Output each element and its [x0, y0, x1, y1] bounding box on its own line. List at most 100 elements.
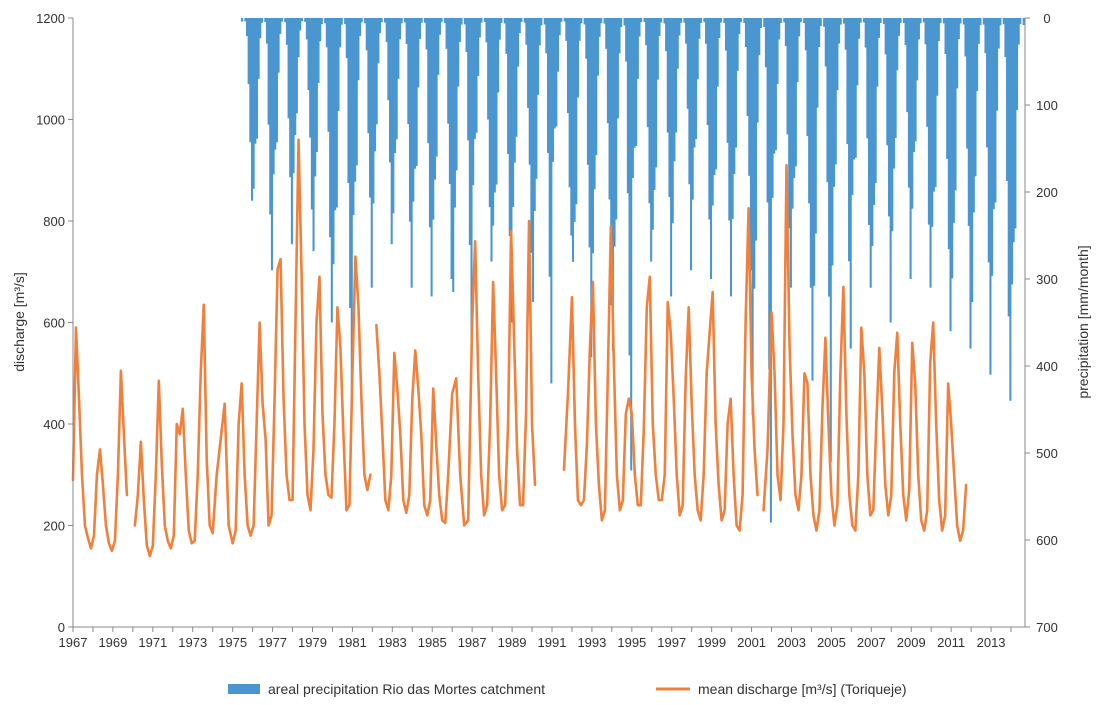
- precip-bar: [270, 18, 273, 271]
- precip-bar: [545, 18, 548, 54]
- precip-bar: [954, 18, 957, 191]
- precip-bar: [364, 18, 367, 24]
- precip-bar: [651, 18, 654, 230]
- precip-bar: [866, 18, 869, 139]
- precip-bar: [683, 18, 686, 23]
- precip-bar: [287, 18, 290, 119]
- precip-bar: [793, 18, 796, 179]
- right-tick-label: 100: [1036, 98, 1058, 113]
- precip-bar: [947, 18, 950, 250]
- precip-bar: [292, 18, 295, 174]
- precip-bar: [510, 18, 513, 323]
- precip-bar: [951, 18, 954, 279]
- precip-bar: [670, 18, 673, 297]
- precip-bar: [420, 18, 423, 23]
- precip-bar: [324, 18, 327, 24]
- precip-bar: [628, 18, 631, 356]
- precip-bar: [653, 18, 656, 190]
- precip-bar: [831, 18, 834, 266]
- precip-bar: [853, 18, 856, 160]
- precip-bar: [1007, 18, 1010, 317]
- precip-bar: [527, 18, 530, 108]
- precip-bar: [809, 18, 812, 288]
- precip-bar: [776, 18, 779, 85]
- precip-bar: [438, 18, 441, 35]
- precip-bar: [974, 18, 977, 177]
- precip-bar: [833, 18, 836, 187]
- precip-bar: [739, 18, 742, 23]
- precip-bar: [487, 18, 490, 120]
- precip-bar: [665, 18, 668, 52]
- left-tick-label: 400: [43, 417, 65, 432]
- precip-bar: [999, 18, 1002, 26]
- precip-bar: [886, 18, 889, 146]
- precip-bar: [686, 18, 689, 109]
- precip-bar: [695, 18, 698, 140]
- precip-bar: [294, 18, 297, 136]
- precip-bar: [931, 18, 934, 227]
- precip-bar: [428, 18, 431, 228]
- x-tick-label: 1997: [657, 635, 686, 650]
- x-tick-label: 2009: [897, 635, 926, 650]
- precip-bar: [448, 18, 451, 185]
- precip-bar: [942, 18, 945, 24]
- precip-bar: [774, 18, 777, 151]
- precip-bar: [1016, 18, 1019, 111]
- precip-bar: [532, 18, 535, 302]
- precip-bar: [944, 18, 947, 55]
- precip-bar: [354, 18, 357, 182]
- precip-bar: [272, 18, 275, 175]
- precip-bar: [488, 18, 491, 208]
- precip-bar: [310, 18, 313, 210]
- x-tick-label: 1993: [577, 635, 606, 650]
- precip-bar: [791, 18, 794, 209]
- precip-bar: [320, 18, 323, 25]
- precip-bar: [718, 18, 721, 39]
- precip-bar: [473, 18, 476, 139]
- precip-bar: [340, 18, 343, 25]
- precip-bar: [904, 18, 907, 45]
- discharge-line: [71, 138, 968, 558]
- precip-bar: [877, 18, 881, 38]
- precip-bar: [922, 18, 925, 23]
- precip-bar: [816, 18, 819, 108]
- precip-bar: [778, 18, 781, 40]
- precip-bar: [598, 18, 601, 37]
- precip-bar: [608, 18, 611, 200]
- precip-bar: [731, 18, 734, 219]
- precip-bar: [570, 18, 573, 236]
- precip-bar: [332, 18, 335, 265]
- precip-bar: [733, 18, 736, 175]
- precip-bar: [380, 18, 383, 23]
- x-tick-label: 2011: [937, 635, 965, 650]
- precip-bar: [603, 18, 606, 24]
- precip-bar: [854, 18, 857, 158]
- precip-bar: [352, 18, 355, 216]
- precip-bar: [390, 18, 393, 245]
- precip-bar: [929, 18, 932, 288]
- precip-bar: [470, 18, 473, 358]
- precip-bar: [846, 18, 849, 145]
- precip-bar: [872, 18, 876, 205]
- precip-bar: [864, 18, 867, 48]
- precip-bar: [663, 18, 666, 24]
- precip-bar: [673, 18, 676, 162]
- precip-bar: [887, 18, 891, 217]
- precip-bar: [656, 18, 659, 80]
- precip-bar: [869, 18, 872, 288]
- precip-bar: [240, 18, 244, 22]
- precip-bar: [966, 18, 969, 149]
- precip-bar: [894, 18, 897, 139]
- right-tick-label: 200: [1036, 185, 1058, 200]
- precip-bar: [907, 18, 910, 188]
- precip-bar: [379, 18, 382, 34]
- x-tick-label: 2013: [977, 635, 1006, 650]
- precip-bar: [412, 18, 415, 202]
- precip-bar: [593, 18, 596, 190]
- x-tick-label: 2007: [857, 635, 886, 650]
- precip-bar: [773, 18, 776, 154]
- precip-bar: [384, 18, 387, 23]
- precip-bar: [729, 18, 733, 297]
- precip-bar: [620, 18, 623, 28]
